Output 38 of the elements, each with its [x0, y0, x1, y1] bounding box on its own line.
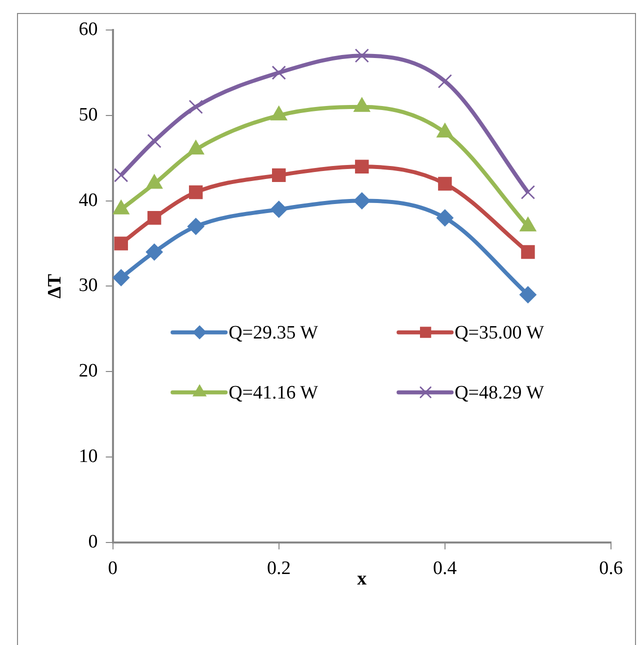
point [114, 236, 128, 250]
y-tick-label: 50 [78, 104, 98, 126]
x-tick-label: 0.6 [599, 558, 623, 579]
point [438, 176, 452, 191]
y-tick-label: 40 [78, 190, 98, 211]
point [521, 245, 535, 259]
y-tick-label: 0 [88, 531, 98, 552]
point [353, 192, 370, 210]
legend-label: Q=41.16 W [228, 382, 318, 404]
y-axis-title: ΔT [44, 274, 66, 298]
y-tick-label: 20 [78, 360, 98, 382]
point [438, 74, 452, 88]
point [272, 66, 286, 80]
legend-label: Q=48.29 W [454, 382, 544, 404]
point [436, 209, 454, 226]
x-axis-title: x [357, 568, 368, 590]
point [188, 185, 203, 200]
x-tick-label: 0.2 [266, 558, 291, 579]
y-tick-label: 60 [78, 18, 98, 40]
point [146, 244, 163, 261]
y-tick-label: 30 [78, 275, 98, 296]
point [147, 134, 162, 148]
x-tick-label: 0.4 [433, 558, 458, 579]
point [112, 269, 130, 286]
point [272, 168, 286, 182]
point [520, 185, 536, 200]
point [187, 218, 204, 235]
point [188, 100, 203, 114]
point [519, 286, 536, 304]
point [114, 168, 128, 182]
legend-label: Q=35.00 W [454, 322, 544, 344]
point [355, 160, 369, 174]
point [147, 211, 162, 225]
y-tick-label: 10 [78, 446, 98, 467]
point [270, 200, 288, 218]
x-tick-label: 0 [108, 558, 118, 579]
point [354, 48, 370, 63]
legend-label: Q=29.35 W [228, 322, 318, 344]
